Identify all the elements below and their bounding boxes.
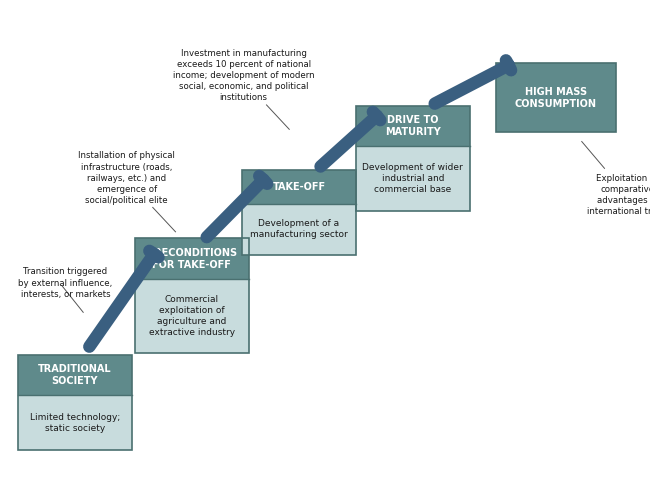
Bar xyxy=(135,238,248,352)
Text: Installation of physical
infrastructure (roads,
railways, etc.) and
emergence of: Installation of physical infrastructure … xyxy=(78,151,176,205)
Text: Development of a
manufacturing sector: Development of a manufacturing sector xyxy=(250,219,348,240)
Bar xyxy=(356,106,469,146)
Text: Exploitation of
comparative
advantages in
international trade: Exploitation of comparative advantages i… xyxy=(587,174,650,216)
Bar xyxy=(356,106,469,211)
Text: HIGH MASS
CONSUMPTION: HIGH MASS CONSUMPTION xyxy=(515,86,597,109)
Text: Limited technology;
static society: Limited technology; static society xyxy=(30,412,120,433)
Text: PRECONDITIONS
FOR TAKE-OFF: PRECONDITIONS FOR TAKE-OFF xyxy=(147,247,237,269)
Text: Commercial
exploitation of
agriculture and
extractive industry: Commercial exploitation of agriculture a… xyxy=(149,295,235,337)
Bar xyxy=(356,146,469,211)
Bar xyxy=(135,238,248,279)
Text: Transition triggered
by external influence,
interests, or markets: Transition triggered by external influen… xyxy=(18,267,112,299)
Bar xyxy=(135,279,248,352)
Bar xyxy=(242,204,356,255)
Text: TAKE-OFF: TAKE-OFF xyxy=(272,182,326,192)
Bar xyxy=(242,170,356,255)
Bar xyxy=(18,395,131,450)
Bar xyxy=(18,355,131,450)
Bar xyxy=(18,355,131,395)
Text: DRIVE TO
MATURITY: DRIVE TO MATURITY xyxy=(385,115,441,137)
Text: Development of wider
industrial and
commercial base: Development of wider industrial and comm… xyxy=(363,163,463,194)
Bar xyxy=(495,63,616,132)
Bar xyxy=(495,63,616,132)
Text: Investment in manufacturing
exceeds 10 percent of national
income; development o: Investment in manufacturing exceeds 10 p… xyxy=(173,49,315,102)
Bar xyxy=(242,170,356,204)
Text: TRADITIONAL
SOCIETY: TRADITIONAL SOCIETY xyxy=(38,364,112,386)
